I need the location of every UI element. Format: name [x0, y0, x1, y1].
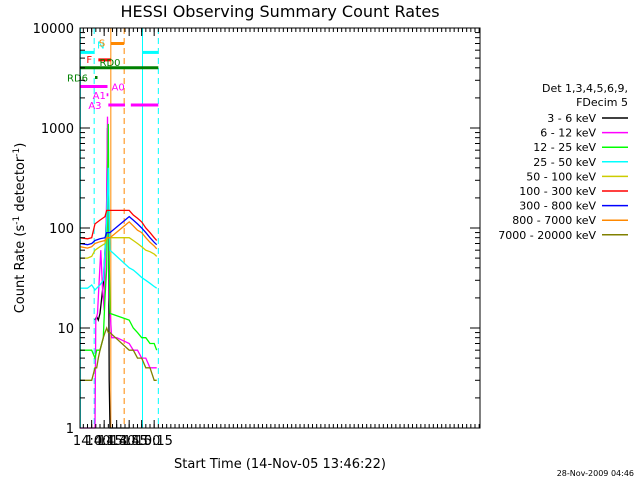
series-line-50-100-kev [80, 237, 158, 259]
y-tick-label: 1000 [41, 122, 74, 137]
series-line-100-300-kev [79, 209, 158, 241]
series-line-800-7000-kev [79, 221, 158, 250]
legend-label-3-6-kev: 3 - 6 keV [547, 112, 596, 125]
x-tick-label: 14:30 [98, 434, 135, 449]
y-tick-label: 100 [49, 222, 74, 237]
legend-label-6-12-kev: 6 - 12 keV [540, 127, 596, 140]
x-tick-label: 15:00 [123, 434, 160, 449]
legend-label-12-25-kev: 12 - 25 keV [533, 141, 596, 154]
series-line-25-50-kev [80, 167, 158, 292]
legend-header-1: Det 1,3,4,5,6,9, [542, 82, 628, 95]
y-axis: 1 10 100 1000 10000 [33, 22, 480, 437]
chart-title: HESSI Observing Summary Count Rates [120, 2, 439, 21]
x-tick-label: 15:15 [135, 434, 172, 449]
legend-header-2: FDecim 5 [576, 96, 628, 109]
flag-label-a3: A3 [88, 101, 101, 112]
flag-label-f: F [86, 55, 92, 66]
y-tick-label: 1 [66, 422, 74, 437]
legend-label-7000-20000-kev: 7000 - 20000 keV [498, 229, 596, 242]
y-tick-label: 10 [57, 322, 74, 337]
flag-label-rd6: RD6 [67, 73, 88, 84]
series-line-7000-20000-kev [80, 326, 157, 381]
series-line-300-800-kev [79, 215, 158, 246]
flag-label-a0: A0 [112, 83, 125, 94]
y-axis-label: Count Rate (s-1 detector-1) [12, 143, 28, 314]
x-axis-label: Start Time (14-Nov-05 13:46:22) [174, 457, 386, 472]
y-tick-label: 10000 [33, 22, 74, 37]
plot-frame [79, 27, 481, 429]
flag-label-a1: A1 [93, 91, 106, 102]
footer-timestamp: 28-Nov-2009 04:46 [557, 469, 634, 478]
x-tick-label: 14:45 [110, 434, 147, 449]
legend-label-300-800-kev: 300 - 800 keV [519, 200, 596, 213]
flag-label-s: S [99, 38, 105, 49]
legend: Det 1,3,4,5,6,9, FDecim 5 3 - 6 keV 6 - 1… [498, 82, 628, 242]
series-line-12-25-kev [80, 123, 158, 361]
legend-label-50-100-kev: 50 - 100 keV [526, 170, 596, 183]
flag-label-n: N [97, 40, 104, 51]
legend-label-25-50-kev: 25 - 50 keV [533, 156, 596, 169]
legend-label-100-300-kev: 100 - 300 keV [519, 185, 596, 198]
legend-label-800-7000-kev: 800 - 7000 keV [512, 214, 596, 227]
x-tick-label: 14:00 [73, 434, 110, 449]
series-line-6-12-kev [80, 116, 157, 429]
flag-label-rd0: RD0 [100, 58, 121, 69]
series-lines [79, 116, 158, 429]
x-tick-label: 14:15 [85, 434, 122, 449]
